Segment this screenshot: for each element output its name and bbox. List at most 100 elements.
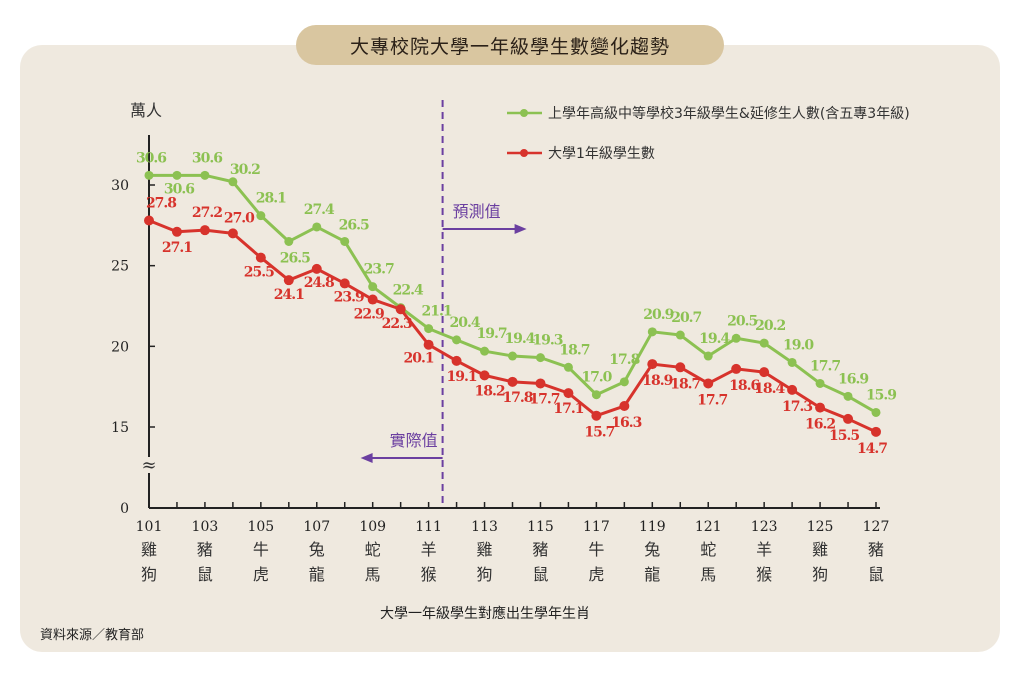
x-axis-title: 大學一年級學生對應出生學年生肖	[380, 606, 590, 622]
x-tick-label-zodiac: 狗	[812, 565, 828, 584]
x-tick-label-zodiac: 虎	[588, 565, 604, 584]
university-data-point	[367, 294, 378, 305]
highschool-data-point	[731, 333, 741, 343]
x-tick-label-zodiac: 狗	[141, 565, 157, 584]
university-data-point	[144, 215, 154, 226]
legend-entry-label: 大學1年級學生數	[548, 146, 655, 162]
highschool-data-label: 20.2	[755, 318, 785, 334]
highschool-data-point	[703, 351, 713, 361]
university-data-point	[563, 388, 574, 399]
university-data-label: 20.1	[404, 351, 434, 367]
highschool-data-label: 19.4	[504, 331, 535, 347]
highschool-data-label: 23.7	[364, 262, 394, 278]
university-data-point	[731, 363, 742, 374]
x-tick-label-year: 119	[639, 519, 666, 535]
highschool-data-point	[535, 353, 545, 363]
highschool-data-label: 27.4	[304, 202, 335, 218]
university-data-label: 18.4	[754, 381, 785, 397]
x-tick-label-zodiac: 豬	[197, 540, 213, 559]
actual-label: 實際值	[390, 431, 438, 450]
highschool-data-point	[480, 346, 490, 356]
university-data-label: 17.7	[697, 392, 727, 408]
x-tick-label-zodiac: 馬	[365, 565, 381, 584]
university-data-label: 15.7	[584, 425, 614, 441]
university-data-label: 22.3	[382, 316, 412, 332]
forecast-arrow-icon	[514, 224, 527, 234]
axes: ≈0 15 20 25 30 101 雞狗 103 豬鼠 105 牛虎 107 兔龍 109 蛇馬 111 羊猴…	[111, 135, 889, 584]
university-data-label: 15.5	[829, 428, 859, 444]
x-tick-label-year: 115	[527, 519, 554, 535]
highschool-data-point	[843, 391, 853, 401]
x-tick-label-zodiac: 雞	[477, 540, 493, 559]
legend-marker-icon	[520, 109, 528, 117]
university-data-point	[255, 252, 266, 263]
x-tick-label-year: 111	[415, 519, 442, 535]
university-data-label: 22.9	[354, 307, 384, 323]
series-lines	[144, 170, 881, 437]
x-tick-label-zodiac: 鼠	[197, 565, 213, 584]
y-tick-label: 30	[111, 178, 129, 194]
legend: 上學年高級中等學校3年級學生&延修生人數(含五專3年級) 大學1年級學生數	[507, 105, 910, 162]
data-source: 資料來源／教育部	[40, 628, 145, 643]
university-data-label: 17.8	[502, 390, 532, 406]
university-data-label: 27.8	[146, 195, 176, 211]
x-tick-label-year: 101	[136, 519, 163, 535]
university-data-point	[227, 228, 238, 239]
highschool-data-point	[508, 351, 517, 361]
highschool-data-label: 15.9	[866, 387, 896, 403]
university-data-point	[815, 402, 826, 413]
highschool-data-point	[312, 222, 322, 232]
highschool-data-label: 20.5	[727, 313, 757, 329]
axis-break-icon: ≈	[141, 455, 156, 476]
highschool-data-point	[563, 362, 573, 372]
y-axis-unit-label: 萬人	[130, 101, 163, 120]
university-data-label: 18.9	[642, 373, 672, 389]
legend-marker-icon	[520, 149, 528, 157]
university-data-point	[787, 384, 798, 395]
x-tick-label-zodiac: 猴	[756, 565, 772, 584]
university-data-label: 24.8	[304, 275, 334, 291]
forecast-label: 預測值	[453, 202, 501, 221]
x-tick-label-zodiac: 狗	[477, 565, 493, 584]
university-data-point	[451, 355, 462, 366]
y-tick-label: 25	[111, 259, 129, 275]
highschool-data-point	[871, 407, 881, 417]
university-data-label: 17.1	[553, 401, 583, 417]
university-data-label: 17.7	[529, 391, 559, 407]
chart-panel	[20, 45, 1000, 652]
university-data-point	[619, 401, 630, 412]
x-tick-label-zodiac: 牛	[253, 540, 269, 559]
university-data-point	[703, 378, 714, 389]
university-data-point	[871, 426, 881, 437]
actual-arrow-icon	[360, 453, 373, 463]
university-data-label: 16.3	[611, 415, 641, 431]
highschool-data-point	[675, 330, 685, 340]
highschool-data-point	[172, 170, 182, 180]
highschool-data-label: 22.4	[393, 283, 424, 299]
university-data-point	[759, 367, 770, 378]
highschool-data-label: 17.0	[581, 370, 612, 386]
x-tick-label-zodiac: 雞	[141, 540, 157, 559]
highschool-data-point	[228, 177, 238, 187]
x-tick-label-zodiac: 豬	[868, 540, 884, 559]
x-tick-label-zodiac: 馬	[700, 565, 716, 584]
highschool-data-label: 26.5	[339, 217, 369, 233]
x-tick-label-year: 107	[303, 519, 330, 535]
highschool-data-label: 30.2	[230, 162, 260, 178]
highschool-data-point	[815, 378, 825, 388]
university-data-point	[199, 225, 210, 236]
x-tick-label-year: 117	[583, 519, 610, 535]
x-tick-label-zodiac: 龍	[309, 565, 325, 584]
highschool-data-label: 20.9	[643, 307, 673, 323]
university-data-label: 16.2	[805, 417, 835, 433]
university-data-point	[507, 376, 518, 387]
x-tick-label-zodiac: 兔	[644, 540, 660, 559]
university-data-label: 14.7	[857, 441, 887, 457]
highschool-data-point	[256, 211, 266, 221]
university-data-point	[171, 226, 182, 237]
x-tick-label-zodiac: 牛	[588, 540, 604, 559]
university-data-label: 18.6	[729, 378, 759, 394]
highschool-data-label: 17.8	[609, 352, 639, 368]
highschool-data-point	[424, 324, 434, 334]
